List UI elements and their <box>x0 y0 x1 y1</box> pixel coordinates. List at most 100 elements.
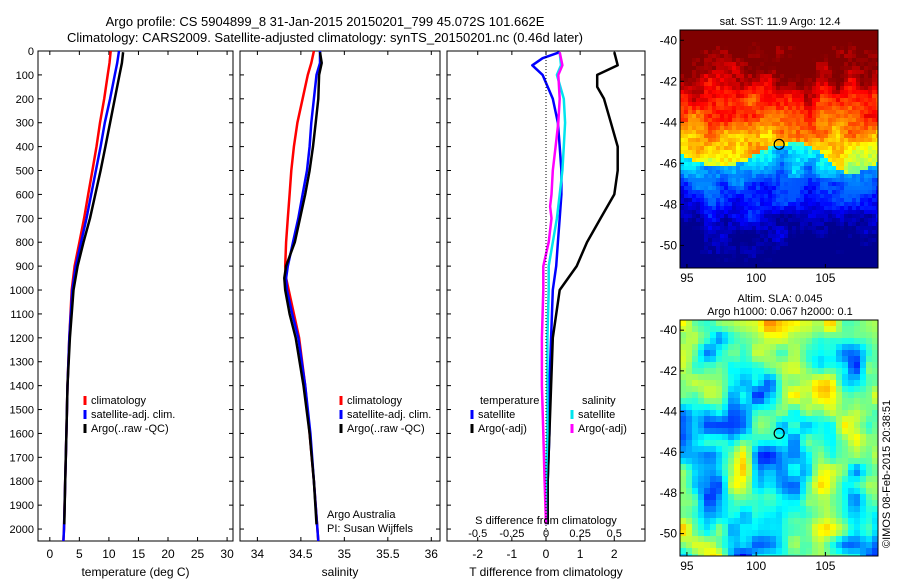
top-axis-label: S difference from climatology <box>475 515 617 527</box>
x-tick-label: 34 <box>251 547 265 561</box>
map-frame <box>679 29 879 269</box>
x-axis-label: T difference from climatology <box>469 565 623 579</box>
series-line <box>540 51 564 525</box>
legend-label: satellite <box>478 409 515 421</box>
map-y-tick-label: -42 <box>660 74 678 88</box>
x-axis-label: salinity <box>322 565 359 579</box>
sla-title-line2: Argo h1000: 0.067 h2000: 0.1 <box>707 306 853 318</box>
map-x-tick-label: 100 <box>746 271 766 285</box>
y-tick-label: 1200 <box>10 333 34 345</box>
top-tick-label: -0.25 <box>499 528 524 540</box>
map-y-tick-label: -46 <box>660 445 678 459</box>
x-tick-label: 0 <box>543 547 550 561</box>
legend-label: climatology <box>91 395 147 407</box>
y-tick-label: 500 <box>16 166 34 178</box>
map-y-tick-label: -48 <box>660 486 678 500</box>
series-line <box>544 52 567 525</box>
argo-position-marker <box>773 427 785 439</box>
plot-frame <box>37 50 234 542</box>
top-tick-label: 0 <box>543 528 549 540</box>
x-tick-label: 30 <box>220 547 234 561</box>
y-tick-label: 300 <box>16 118 34 130</box>
imos-credit: ©IMOS 08-Feb-2015 20:38:51 <box>881 400 893 548</box>
x-tick-label: 10 <box>102 547 116 561</box>
x-tick-label: 5 <box>76 547 83 561</box>
y-tick-label: 800 <box>16 237 34 249</box>
y-tick-label: 700 <box>16 213 34 225</box>
y-tick-label: 1000 <box>10 285 34 297</box>
x-tick-label: 36 <box>425 547 439 561</box>
map-y-tick-label: -46 <box>660 156 678 170</box>
pi-note: PI: Susan Wijffels <box>327 523 413 535</box>
x-tick-label: 25 <box>191 547 205 561</box>
temperature-panel: 0 5 10 15 20 25 30 temperature (deg C) 0 100 200 30… <box>10 46 235 579</box>
legend-label: satellite <box>578 409 615 421</box>
x-tick-label: 0 <box>46 547 53 561</box>
legend-label: satellite-adj. clim. <box>91 409 175 421</box>
series-line <box>63 52 125 525</box>
map-x-tick-label: 105 <box>815 559 835 573</box>
x-tick-label: 2 <box>611 547 618 561</box>
map-y-tick-label: -50 <box>660 238 678 252</box>
map-x-tick-label: 105 <box>815 271 835 285</box>
legend-label: Argo(-adj) <box>478 423 527 435</box>
sla-title-line1: Altim. SLA: 0.045 <box>737 293 823 305</box>
y-tick-label: 1700 <box>10 452 34 464</box>
x-tick-label: 1 <box>577 547 584 561</box>
top-tick-label: -0.5 <box>468 528 487 540</box>
y-tick-label: 1900 <box>10 500 34 512</box>
figure-title-line2: Climatology: CARS2009. Satellite-adjuste… <box>67 30 583 45</box>
y-tick-label: 1300 <box>10 357 34 369</box>
map-field <box>680 320 879 557</box>
top-tick-label: 0.25 <box>569 528 590 540</box>
map-x-tick-label: 95 <box>680 271 694 285</box>
x-tick-label: 15 <box>132 547 146 561</box>
series-line <box>283 52 323 525</box>
argo-position-marker <box>773 138 785 150</box>
y-tick-label: 100 <box>16 70 34 82</box>
series-line <box>546 51 619 525</box>
x-tick-label: -1 <box>507 547 518 561</box>
top-tick-label: 0.5 <box>607 528 622 540</box>
sla-map-panel: -40 -42 -44 -46 -48 -50 95 100 105 <box>660 319 879 573</box>
map-y-tick-label: -48 <box>660 197 678 211</box>
map-y-tick-label: -40 <box>660 33 678 47</box>
y-tick-label: 1100 <box>10 309 34 321</box>
map-x-tick-label: 95 <box>680 559 694 573</box>
y-tick-label: 900 <box>16 261 34 273</box>
legend-label: Argo(-adj) <box>578 423 627 435</box>
legend-label: climatology <box>347 395 403 407</box>
sst-map-panel: -40 -42 -44 -46 -48 -50 95 100 105 <box>660 29 879 285</box>
map-y-tick-label: -44 <box>660 115 678 129</box>
y-tick-label: 1800 <box>10 476 34 488</box>
y-tick-label: 2000 <box>10 524 34 536</box>
x-tick-label: 34.5 <box>289 547 313 561</box>
map-y-tick-label: -42 <box>660 364 678 378</box>
y-tick-label: 600 <box>16 189 34 201</box>
series-line <box>531 51 563 525</box>
sst-title: sat. SST: 11.9 Argo: 12.4 <box>719 16 841 28</box>
map-field <box>680 30 879 269</box>
difference-panel: -2 -1 0 1 2 T difference from climatology -0.5… <box>446 50 646 579</box>
y-tick-label: 0 <box>28 46 34 58</box>
y-tick-label: 1500 <box>10 405 34 417</box>
x-tick-label: 20 <box>161 547 175 561</box>
y-tick-label: 200 <box>16 94 34 106</box>
map-y-tick-label: -44 <box>660 405 678 419</box>
x-tick-label: -2 <box>472 547 483 561</box>
map-y-tick-label: -40 <box>660 323 678 337</box>
plot-frame <box>239 50 441 542</box>
map-x-tick-label: 100 <box>746 559 766 573</box>
legend-heading: temperature <box>480 395 539 407</box>
argo-australia-note: Argo Australia <box>327 509 396 521</box>
y-tick-label: 1400 <box>10 381 34 393</box>
map-frame <box>679 319 879 557</box>
figure-title-line1: Argo profile: CS 5904899_8 31-Jan-2015 2… <box>105 14 545 29</box>
x-axis-label: temperature (deg C) <box>81 565 189 579</box>
y-tick-label: 400 <box>16 142 34 154</box>
legend-label: Argo(..raw -QC) <box>347 423 425 435</box>
salinity-panel: 34 34.5 35 35.5 36 salinity climatology satelli… <box>239 50 441 579</box>
y-tick-label: 1600 <box>10 428 34 440</box>
x-tick-label: 35 <box>338 547 352 561</box>
